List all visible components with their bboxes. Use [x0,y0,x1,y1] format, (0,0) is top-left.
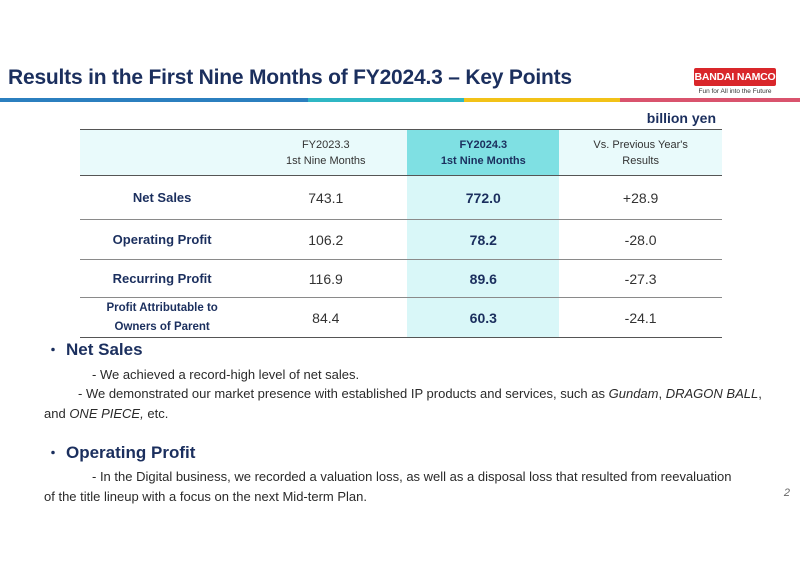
header-change: Vs. Previous Year's Results [559,130,722,176]
bullet-icon: ・ [46,445,60,461]
curr-value: 772.0 [407,175,560,220]
results-table: FY2023.3 1st Nine Months FY2024.3 1st Ni… [80,129,722,338]
header-prev-line2: 1st Nine Months [286,154,366,167]
point2-start: - We demonstrated our market presence wi… [78,386,609,401]
bullet-icon: ・ [46,342,60,358]
curr-value: 78.2 [407,219,560,260]
curr-value: 89.6 [407,259,560,298]
prev-value: 743.1 [308,189,344,206]
header-stripe-blue [0,98,308,102]
page-title: Results in the First Nine Months of FY20… [8,66,572,89]
page-number: 2 [783,487,790,499]
unit-label: billion yen [646,110,716,126]
section-title-operating-profit: ・ Operating Profit [46,443,195,463]
section-title-text: Operating Profit [66,443,196,462]
sep-1: , [658,386,666,401]
net-sales-point-1: - We achieved a record-high level of net… [92,367,360,382]
header-curr-line1: FY2024.3 [459,138,508,151]
ip-gundam: Gundam [608,386,659,401]
table-header-row: FY2023.3 1st Nine Months FY2024.3 1st Ni… [80,129,722,176]
header-stripe-yellow [464,98,620,102]
prev-value: 84.4 [312,309,340,326]
row-label: Operating Profit [112,232,212,247]
net-sales-point-2: - We demonstrated our market presence wi… [44,384,764,424]
logo-tagline: Fun for All into the Future [698,88,772,95]
row-label: Recurring Profit [112,271,212,286]
row-label: Profit Attributable to Owners of Parent [80,298,244,338]
diff-value: -24.1 [624,309,657,326]
prev-value: 116.9 [308,270,343,287]
diff-value: -28.0 [624,231,657,248]
section-title-text: Net Sales [66,340,143,359]
diff-value: -27.3 [624,270,657,287]
prev-value: 106.2 [308,231,344,248]
point2-end: etc. [143,406,169,421]
logo-wordmark: BANDAI NAMCO [694,68,776,86]
ip-dragon-ball: DRAGON BALL [665,386,759,401]
row-label-line1: Profit Attributable to [106,301,218,314]
sep-2: , and [44,386,762,421]
row-label: Net Sales [132,190,192,205]
header-stripe-teal [308,98,464,102]
header-prev-line1: FY2023.3 [301,138,350,151]
section-title-net-sales: ・ Net Sales [46,340,143,360]
header-empty-cell [80,130,244,176]
table-row-net-sales: Net Sales 743.1 772.0 +28.9 [80,175,722,220]
header-curr-line2: 1st Nine Months [440,154,526,167]
header-current-year: FY2024.3 1st Nine Months [407,129,560,176]
row-label-line2: Owners of Parent [114,320,210,333]
header-stripe-red [620,98,800,102]
operating-profit-point-1: - In the Digital business, we recorded a… [44,469,732,504]
curr-value: 60.3 [407,297,560,338]
header-change-line1: Vs. Previous Year's [593,138,688,151]
diff-value: +28.9 [622,189,659,206]
table-row-profit-attributable: Profit Attributable to Owners of Parent … [80,297,722,338]
brand-logo: BANDAI NAMCO Fun for All into the Future [694,68,776,95]
header-prev-year: FY2023.3 1st Nine Months [244,130,407,176]
ip-one-piece: ONE PIECE, [69,406,144,421]
header-change-line2: Results [622,154,659,167]
table-row-recurring-profit: Recurring Profit 116.9 89.6 -27.3 [80,259,722,298]
table-row-operating-profit: Operating Profit 106.2 78.2 -28.0 [80,219,722,260]
